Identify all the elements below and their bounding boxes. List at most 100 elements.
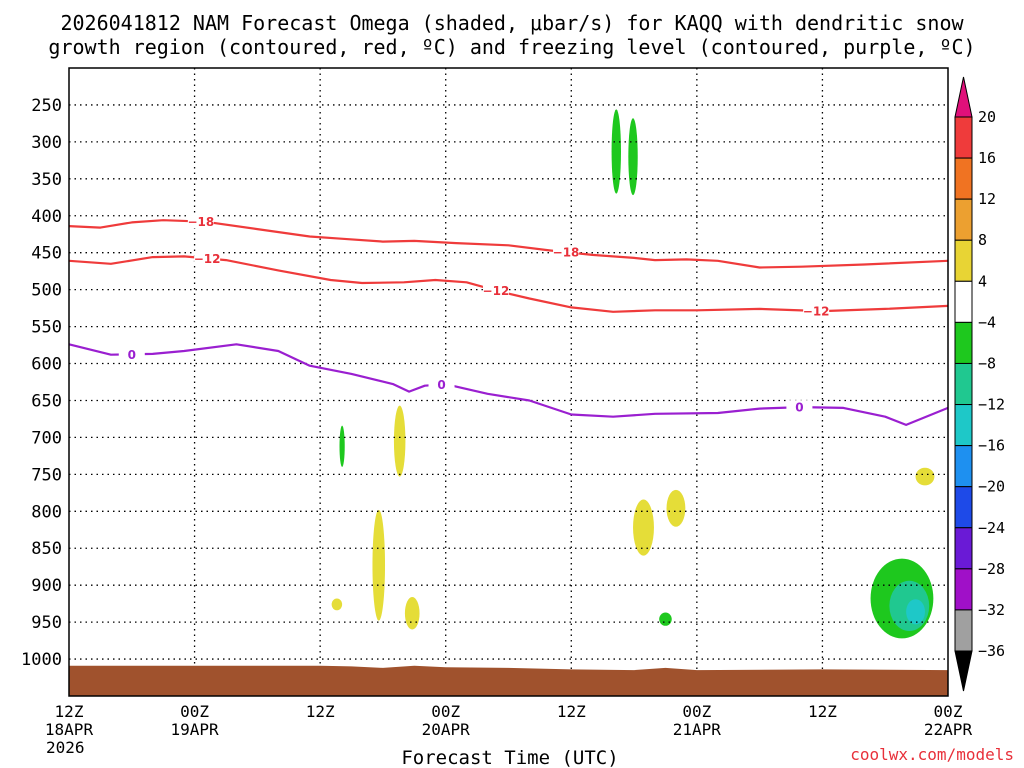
y-tick-label-250: 250 [31,96,62,116]
x-tick-label-60-0: 00Z [682,702,711,721]
colorbar-label-1: 16 [978,149,996,167]
x-tick-label-72-0: 12Z [808,702,837,721]
colorbar-top-triangle [954,76,973,118]
contour-label-2-1: 0 [437,378,445,392]
y-tick-label-900: 900 [31,576,62,596]
colorbar-bin-10 [954,527,973,570]
x-tick-label-84-0: 00Z [934,702,963,721]
colorbar-label-9: −20 [978,478,1005,496]
omega-region-green-low-1 [339,425,345,467]
x-tick-label-84-1: 22APR [924,720,973,739]
contour-label-bg-0-1 [553,245,580,260]
contour-label-1-0: −12 [194,252,221,266]
colorbar-label-3: 8 [978,231,987,249]
y-tick-label-950: 950 [31,613,62,633]
contour-layer: −18 −18 −12 −12 −12 0 0 0 [68,214,949,426]
colorbar-label-5: −4 [978,313,996,331]
contour-line-0 [68,219,949,269]
plot-frame [68,67,949,697]
y-tick-label-800: 800 [31,502,62,522]
credit-text: coolwx.com/models [850,745,1014,764]
omega-colorbar: 20 16 12 8 4 −4 −8 −12 −16 −20 −24 −28 −32 −36 [954,76,1005,692]
x-tick-label-24-0: 12Z [306,702,335,721]
omega-region-cyan-core [906,599,925,625]
x-tick-label-36-0: 00Z [431,702,460,721]
ground-layer [69,665,948,696]
colorbar-bin-6 [954,362,973,406]
omega-region-yellow-3 [404,596,420,630]
colorbar-label-0: 20 [978,108,996,126]
colorbar-bottom-triangle [954,650,973,692]
colorbar-bin-2 [954,198,973,241]
x-axis-label: Forecast Time (UTC) [401,747,618,768]
y-tick-label-650: 650 [31,391,62,411]
x-tick-label-0-1: 18APR [45,720,94,739]
omega-region-yellow-7 [915,467,935,486]
contour-label-bg-1-2 [803,303,830,318]
y-tick-label-400: 400 [31,207,62,227]
chart-title-line1: 2026041812 NAM Forecast Omega (shaded, μ… [60,11,964,35]
colorbar-bin-9 [954,486,973,529]
omega-region-yellow-1 [393,405,406,477]
y-tick-label-600: 600 [31,355,62,375]
omega-region-yellow-5 [633,499,654,556]
x-tick-label-60-1: 21APR [673,720,722,739]
contour-label-1-2: −12 [803,304,830,318]
colorbar-label-8: −16 [978,437,1005,455]
colorbar-bin-3 [954,239,973,282]
plot-border [68,67,949,697]
x-tick-label-48-0: 12Z [557,702,586,721]
colorbar-bin-1 [954,157,973,200]
omega-region-yellow-4 [331,598,343,611]
contour-label-bg-2-1 [428,377,455,392]
colorbar-bin-12 [954,609,973,652]
omega-region-green-upper-2 [628,118,638,196]
contour-label-0-1: −18 [553,246,580,260]
y-tick-label-850: 850 [31,539,62,559]
x-tick-label-12-0: 00Z [180,702,209,721]
colorbar-bin-8 [954,445,973,488]
colorbar-label-13: −36 [978,642,1005,660]
y-tick-label-450: 450 [31,244,62,264]
contour-label-bg-1-0 [194,251,221,266]
colorbar-label-12: −32 [978,601,1005,619]
x-tick-label-36-1: 20APR [422,720,471,739]
contour-label-2-0: 0 [128,348,136,362]
colorbar-label-2: 12 [978,190,996,208]
y-tick-label-300: 300 [31,133,62,153]
omega-region-green-upper-1 [611,109,621,194]
colorbar-label-4: 4 [978,272,987,290]
omega-shading-layer [331,109,935,639]
plot-background [69,68,948,696]
contour-label-1-1: −12 [483,284,510,298]
colorbar-bin-4 [954,280,973,323]
chart-title-line2: growth region (contoured, red, ºC) and f… [48,35,975,59]
plot-area [69,68,948,696]
contour-label-2-2: 0 [795,401,803,415]
y-tick-label-700: 700 [31,428,62,448]
colorbar-label-6: −8 [978,354,996,372]
x-tick-label-12-1: 19APR [170,720,219,739]
contour-label-bg-0-0 [187,214,214,229]
y-tick-label-750: 750 [31,465,62,485]
colorbar-label-7: −12 [978,396,1005,414]
x-tick-label-0-2: 2026 [46,738,85,757]
colorbar-bin-5 [954,321,973,364]
colorbar-bin-0 [954,116,973,159]
contour-label-0-0: −18 [187,215,214,229]
omega-region-yellow-2 [372,509,386,621]
colorbar-label-10: −24 [978,519,1005,537]
colorbar-label-11: −28 [978,560,1005,578]
y-tick-label-550: 550 [31,318,62,338]
contour-label-bg-1-1 [482,283,509,298]
y-tick-label-500: 500 [31,281,62,301]
contour-label-bg-2-0 [118,347,145,362]
omega-region-green-low-2 [659,612,672,626]
y-axis-ticks: 250 300 350 400 450 500 550 600 650 700 750 800 850 9… [21,96,62,670]
colorbar-bin-7 [954,404,973,447]
omega-region-yellow-6 [666,489,686,527]
y-tick-label-350: 350 [31,170,62,190]
ground-surface [69,665,948,696]
